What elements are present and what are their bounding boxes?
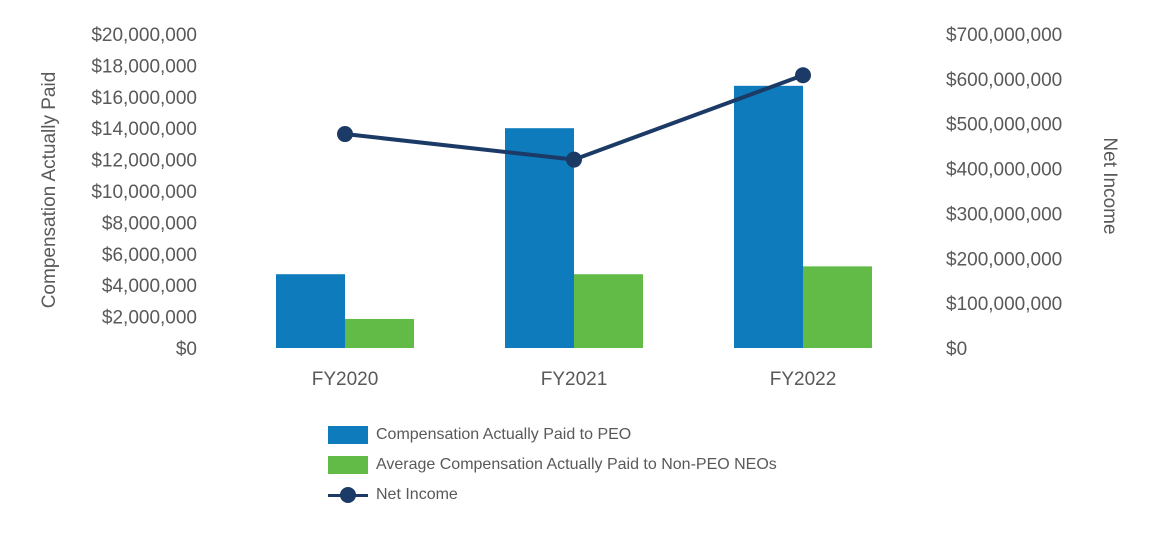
y-tick-label: $6,000,000 xyxy=(102,245,197,266)
bar-peo-fy2021 xyxy=(505,128,574,348)
legend-item-peo: Compensation Actually Paid to PEO xyxy=(328,420,777,450)
y2-tick-label: $700,000,000 xyxy=(946,25,1062,46)
y-axis-title: Compensation Actually Paid xyxy=(39,72,60,309)
legend: Compensation Actually Paid to PEO Averag… xyxy=(328,420,777,510)
y-tick-label: $16,000,000 xyxy=(91,88,197,109)
legend-label-non-peo: Average Compensation Actually Paid to No… xyxy=(376,456,777,473)
bar-peo-fy2020 xyxy=(276,274,345,348)
y-tick-label: $0 xyxy=(176,339,197,360)
y-tick-label: $4,000,000 xyxy=(102,276,197,297)
x-tick-label: FY2021 xyxy=(541,369,608,390)
y2-tick-label: $300,000,000 xyxy=(946,204,1062,225)
y-tick-label: $14,000,000 xyxy=(91,119,197,140)
bar-peo-fy2022 xyxy=(734,85,803,348)
chart: $0 $2,000,000 $4,000,000 $6,000,000 $8,000,0… xyxy=(39,25,1120,390)
y2-tick-label: $200,000,000 xyxy=(946,249,1062,270)
legend-label-peo: Compensation Actually Paid to PEO xyxy=(376,426,632,443)
x-tick-label: FY2022 xyxy=(770,369,837,390)
y-tick-label: $8,000,000 xyxy=(102,213,197,234)
bar-non-peo-fy2021 xyxy=(574,274,643,348)
y2-tick-label: $0 xyxy=(946,339,967,360)
y2-tick-label: $100,000,000 xyxy=(946,294,1062,315)
y2-tick-label: $500,000,000 xyxy=(946,115,1062,136)
net-income-point-fy2021 xyxy=(566,151,582,168)
y-tick-label: $12,000,000 xyxy=(91,151,197,172)
legend-line-net-income xyxy=(328,486,368,504)
legend-label-net-income: Net Income xyxy=(376,486,458,503)
legend-swatch-non-peo xyxy=(328,456,368,474)
bar-non-peo-fy2022 xyxy=(803,266,872,348)
y2-tick-label: $400,000,000 xyxy=(946,160,1062,181)
legend-item-net-income: Net Income xyxy=(328,480,777,510)
y-tick-label: $18,000,000 xyxy=(91,56,197,77)
y2-axis-title: Net Income xyxy=(1099,137,1120,234)
y-tick-label: $20,000,000 xyxy=(91,25,197,46)
bar-non-peo-fy2020 xyxy=(345,318,414,348)
y-tick-label: $10,000,000 xyxy=(91,182,197,203)
x-tick-label: FY2020 xyxy=(312,369,379,390)
net-income-point-fy2020 xyxy=(337,126,353,143)
legend-swatch-peo xyxy=(328,426,368,444)
y2-tick-label: $600,000,000 xyxy=(946,70,1062,91)
net-income-point-fy2022 xyxy=(795,67,811,84)
legend-item-non-peo: Average Compensation Actually Paid to No… xyxy=(328,450,777,480)
y-tick-label: $2,000,000 xyxy=(102,308,197,329)
